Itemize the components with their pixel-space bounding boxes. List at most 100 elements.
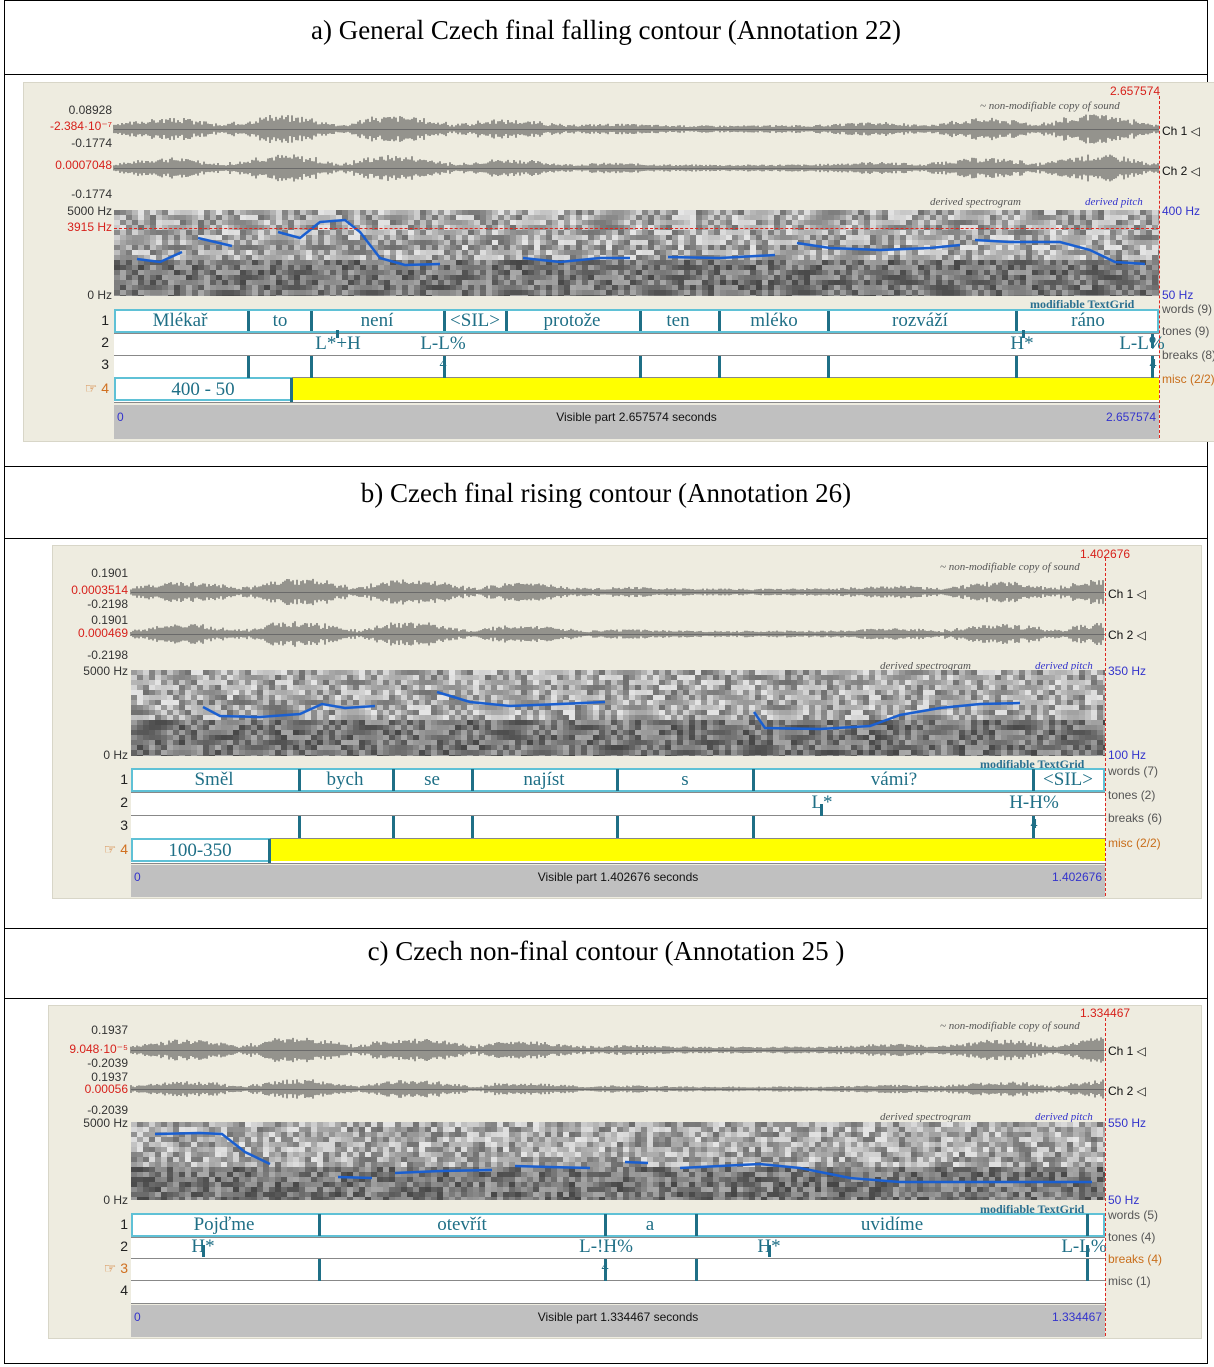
tone-point[interactable]: [202, 1245, 205, 1257]
word-boundary[interactable]: [310, 311, 313, 331]
tier-name[interactable]: misc (1): [1108, 1274, 1151, 1288]
visible-part-bar[interactable]: 0 Visible part 1.334467 seconds 1.334467: [131, 1305, 1105, 1337]
word-label[interactable]: Mlékař: [152, 310, 208, 331]
tier-tones[interactable]: [131, 792, 1105, 816]
ch2-label[interactable]: Ch 2 ◁: [1162, 164, 1200, 178]
word-boundary[interactable]: [298, 769, 301, 791]
tone-point[interactable]: [336, 330, 339, 338]
word-label[interactable]: protože: [543, 310, 601, 331]
word-boundary[interactable]: [247, 311, 250, 331]
tone-label[interactable]: L-L%: [1061, 1236, 1107, 1257]
spectrogram[interactable]: [131, 1122, 1105, 1200]
tier-name[interactable]: words (9): [1162, 302, 1213, 316]
break-point[interactable]: [639, 356, 642, 378]
word-label[interactable]: to: [272, 310, 288, 331]
word-label[interactable]: otevřít: [437, 1214, 487, 1235]
tone-label[interactable]: L-!H%: [579, 1236, 633, 1257]
tier-words[interactable]: [114, 309, 1159, 333]
tier-breaks[interactable]: [131, 1258, 1105, 1281]
word-label[interactable]: <SIL>: [1043, 769, 1093, 790]
selected-interval[interactable]: [292, 378, 1159, 400]
break-point[interactable]: [827, 356, 830, 378]
break-point[interactable]: [247, 356, 250, 378]
tone-label[interactable]: L*: [811, 792, 833, 813]
ch1-label[interactable]: Ch 1 ◁: [1108, 1044, 1146, 1058]
tier-tones[interactable]: [114, 333, 1159, 356]
break-point[interactable]: [310, 356, 313, 378]
tier-name-active[interactable]: misc (2/2): [1108, 836, 1161, 850]
word-label[interactable]: ráno: [1071, 310, 1105, 331]
selected-interval[interactable]: [270, 839, 1105, 861]
word-label[interactable]: rozváží: [892, 310, 948, 331]
tone-point[interactable]: [1086, 1245, 1089, 1257]
tone-label[interactable]: H*: [1010, 333, 1034, 354]
word-boundary[interactable]: [604, 1214, 607, 1236]
word-boundary[interactable]: [718, 311, 721, 331]
tier-tones[interactable]: [131, 1237, 1105, 1259]
tier-misc[interactable]: [131, 1280, 1105, 1304]
spectrogram[interactable]: [114, 210, 1159, 296]
word-boundary[interactable]: [752, 769, 755, 791]
tier-words[interactable]: [131, 1213, 1105, 1237]
word-boundary[interactable]: [1015, 311, 1018, 331]
tier-name[interactable]: tones (2): [1108, 788, 1156, 802]
word-boundary[interactable]: [443, 311, 446, 331]
ch1-label[interactable]: Ch 1 ◁: [1108, 587, 1146, 601]
ch2-label[interactable]: Ch 2 ◁: [1108, 1084, 1146, 1098]
break-point[interactable]: [471, 816, 474, 838]
ch1-label[interactable]: Ch 1 ◁: [1162, 124, 1200, 138]
break-point[interactable]: [443, 356, 446, 378]
tier-name-active[interactable]: misc (2/2): [1162, 372, 1214, 386]
tier-name[interactable]: tones (9): [1162, 324, 1210, 338]
break-point[interactable]: [298, 816, 301, 838]
break-point[interactable]: [1151, 356, 1154, 378]
tone-label[interactable]: L*+H: [315, 333, 361, 354]
break-point[interactable]: [695, 1259, 698, 1281]
break-point[interactable]: [1015, 356, 1018, 378]
word-label[interactable]: Směl: [194, 769, 234, 790]
break-point[interactable]: [604, 1259, 607, 1281]
word-label[interactable]: bych: [326, 769, 364, 790]
word-label[interactable]: najíst: [523, 769, 565, 790]
break-point[interactable]: [392, 816, 395, 838]
misc-label[interactable]: 400 - 50: [171, 379, 235, 400]
break-point[interactable]: [1086, 1259, 1089, 1281]
tone-point[interactable]: [768, 1245, 771, 1257]
word-boundary[interactable]: [505, 311, 508, 331]
tone-label[interactable]: H-H%: [1009, 792, 1059, 813]
visible-part-bar[interactable]: 0 Visible part 2.657574 seconds 2.657574: [114, 405, 1159, 439]
word-label[interactable]: uvidíme: [860, 1214, 924, 1235]
tone-label[interactable]: L-L%: [420, 333, 466, 354]
tone-point[interactable]: [1022, 330, 1025, 338]
tier-name[interactable]: words (5): [1108, 1208, 1159, 1222]
word-label[interactable]: Pojďme: [193, 1214, 255, 1235]
misc-boundary[interactable]: [268, 839, 271, 863]
break-point[interactable]: [718, 356, 721, 378]
tier-name[interactable]: words (7): [1108, 764, 1159, 778]
word-label[interactable]: ten: [666, 310, 690, 331]
word-boundary[interactable]: [318, 1214, 321, 1236]
word-boundary[interactable]: [392, 769, 395, 791]
tier-breaks[interactable]: [114, 355, 1159, 378]
word-boundary[interactable]: [639, 311, 642, 331]
ch2-label[interactable]: Ch 2 ◁: [1108, 628, 1146, 642]
misc-boundary[interactable]: [290, 378, 293, 402]
word-label[interactable]: a: [645, 1214, 655, 1235]
word-boundary[interactable]: [1086, 1214, 1089, 1236]
word-label[interactable]: mléko: [750, 310, 798, 331]
tier-name[interactable]: breaks (8): [1162, 348, 1214, 362]
word-label[interactable]: s: [681, 769, 689, 790]
word-label[interactable]: <SIL>: [450, 310, 500, 331]
tone-point[interactable]: [820, 804, 823, 816]
word-boundary[interactable]: [471, 769, 474, 791]
word-label[interactable]: vámi?: [870, 769, 918, 790]
misc-label[interactable]: 100-350: [168, 840, 232, 861]
break-point[interactable]: [318, 1259, 321, 1281]
word-boundary[interactable]: [827, 311, 830, 331]
word-label[interactable]: není: [360, 310, 394, 331]
visible-part-bar[interactable]: 0 Visible part 1.402676 seconds 1.402676: [131, 865, 1105, 897]
break-point[interactable]: [752, 816, 755, 838]
word-boundary[interactable]: [695, 1214, 698, 1236]
tier-name[interactable]: tones (4): [1108, 1230, 1156, 1244]
word-boundary[interactable]: [616, 769, 619, 791]
